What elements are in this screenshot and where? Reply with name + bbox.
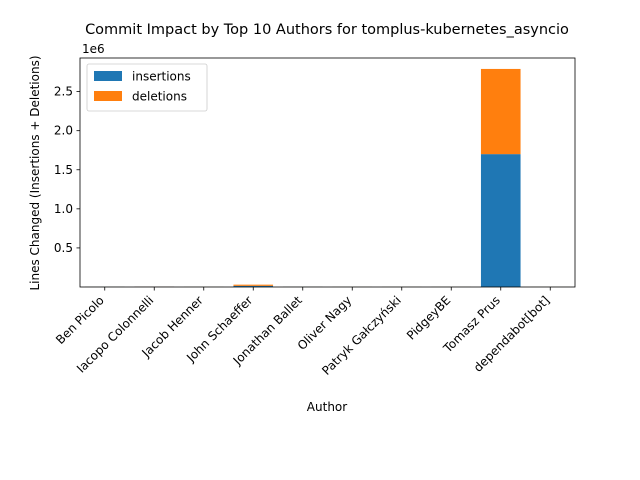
y-tick-label: 0.5 [54, 241, 73, 255]
legend-label-deletions: deletions [132, 90, 187, 104]
legend-swatch-insertions [94, 71, 122, 81]
y-tick-label: 2.5 [54, 85, 73, 99]
x-tick-label: Ben Picolo [53, 293, 107, 347]
legend: insertions deletions [86, 63, 208, 112]
plot-frame [79, 57, 576, 288]
y-axis-offset-label: 1e6 [82, 42, 105, 56]
y-tick-label: 1.0 [54, 202, 73, 216]
y-tick-label: 2.0 [54, 124, 73, 138]
y-tick-label: 1.5 [54, 163, 73, 177]
legend-swatch-deletions [94, 91, 122, 101]
bar-deletions-8 [480, 68, 521, 155]
x-tick-label: PidgeyBE [404, 293, 453, 342]
chart-title: Commit Impact by Top 10 Authors for tomp… [85, 22, 569, 38]
legend-label-insertions: insertions [132, 70, 191, 84]
bar-insertions-3 [233, 285, 274, 287]
y-axis-label: Lines Changed (Insertions + Deletions) [28, 55, 42, 290]
bar-insertions-8 [480, 154, 521, 287]
bar-deletions-3 [233, 284, 274, 286]
x-axis-label: Author [307, 400, 347, 414]
